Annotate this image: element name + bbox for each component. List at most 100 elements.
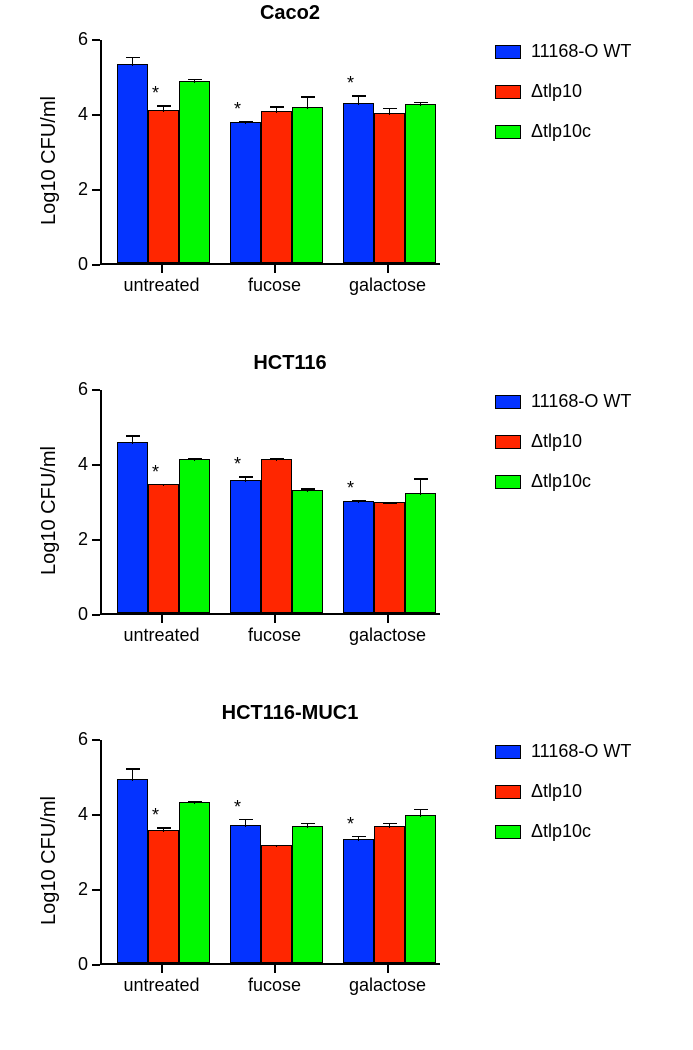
- error-bar-cap: [352, 836, 366, 838]
- x-tick-label: untreated: [112, 275, 212, 296]
- bar: [148, 830, 179, 963]
- y-tick: [92, 264, 100, 266]
- x-tick-label: galactose: [338, 275, 438, 296]
- error-bar-cap: [383, 502, 397, 504]
- plot-area: ***: [100, 740, 440, 965]
- significance-marker: *: [345, 814, 357, 835]
- legend-swatch: [495, 825, 521, 839]
- legend-swatch: [495, 785, 521, 799]
- x-tick-label: untreated: [112, 625, 212, 646]
- bar: [292, 490, 323, 613]
- x-tick: [274, 965, 276, 973]
- y-tick-label: 0: [60, 604, 88, 625]
- plot-area: ***: [100, 40, 440, 265]
- error-bar-cap: [126, 57, 140, 59]
- y-tick-label: 6: [60, 379, 88, 400]
- x-tick: [387, 265, 389, 273]
- error-bar-cap: [270, 106, 284, 108]
- x-tick: [161, 265, 163, 273]
- significance-marker: *: [150, 805, 162, 826]
- error-bar-cap: [157, 484, 171, 486]
- x-tick: [274, 615, 276, 623]
- bar: [405, 104, 436, 263]
- bar: [117, 779, 148, 963]
- y-tick-label: 2: [60, 179, 88, 200]
- x-tick-label: fucose: [225, 975, 325, 996]
- error-bar-cap: [301, 823, 315, 825]
- legend-swatch: [495, 45, 521, 59]
- bar: [343, 103, 374, 264]
- y-tick-label: 6: [60, 729, 88, 750]
- x-tick: [274, 265, 276, 273]
- x-tick-label: galactose: [338, 625, 438, 646]
- bar: [117, 64, 148, 263]
- y-axis-label: Log10 CFU/ml: [38, 796, 61, 925]
- bar: [292, 826, 323, 963]
- error-bar-cap: [126, 435, 140, 437]
- panel-2: HCT116-MUC1***0246Log10 CFU/mluntreatedf…: [0, 700, 693, 1030]
- figure-root: Caco2***0246Log10 CFU/mluntreatedfucoseg…: [0, 0, 693, 1050]
- error-bar-cap: [383, 823, 397, 825]
- y-tick: [92, 464, 100, 466]
- bar: [374, 502, 405, 613]
- bar: [230, 480, 261, 613]
- legend-swatch: [495, 745, 521, 759]
- bar: [179, 802, 210, 963]
- significance-marker: *: [345, 478, 357, 499]
- y-tick-label: 0: [60, 254, 88, 275]
- bar: [343, 501, 374, 613]
- y-tick-label: 4: [60, 454, 88, 475]
- error-bar-cap: [188, 458, 202, 460]
- error-bar-cap: [239, 121, 253, 123]
- y-tick-label: 6: [60, 29, 88, 50]
- x-tick: [161, 965, 163, 973]
- bar: [374, 826, 405, 963]
- error-bar-line: [420, 478, 422, 495]
- y-axis-label: Log10 CFU/ml: [38, 446, 61, 575]
- error-bar-cap: [126, 768, 140, 770]
- x-tick-label: galactose: [338, 975, 438, 996]
- legend-label: 11168-O WT: [531, 741, 631, 762]
- error-bar-cap: [414, 102, 428, 104]
- bar: [117, 442, 148, 613]
- y-tick: [92, 539, 100, 541]
- legend-swatch: [495, 475, 521, 489]
- legend-label: Δtlp10: [531, 431, 582, 452]
- legend-label: Δtlp10: [531, 781, 582, 802]
- significance-marker: *: [150, 83, 162, 104]
- error-bar-cap: [301, 96, 315, 98]
- y-tick-label: 4: [60, 104, 88, 125]
- error-bar-cap: [414, 478, 428, 480]
- y-tick: [92, 964, 100, 966]
- bar: [261, 459, 292, 613]
- x-tick: [387, 965, 389, 973]
- legend-swatch: [495, 125, 521, 139]
- legend-label: Δtlp10: [531, 81, 582, 102]
- legend-swatch: [495, 395, 521, 409]
- y-tick: [92, 39, 100, 41]
- y-tick: [92, 189, 100, 191]
- legend-label: Δtlp10c: [531, 121, 591, 142]
- x-tick: [387, 615, 389, 623]
- error-bar-cap: [157, 827, 171, 829]
- y-tick-label: 4: [60, 804, 88, 825]
- error-bar-cap: [270, 458, 284, 460]
- legend-swatch: [495, 435, 521, 449]
- error-bar-cap: [270, 845, 284, 847]
- bar: [374, 113, 405, 263]
- error-bar-cap: [188, 801, 202, 803]
- bar: [405, 815, 436, 963]
- x-tick-label: fucose: [225, 275, 325, 296]
- bar: [230, 122, 261, 263]
- legend-label: 11168-O WT: [531, 391, 631, 412]
- panel-title: Caco2: [190, 2, 390, 25]
- y-tick: [92, 739, 100, 741]
- error-bar-cap: [301, 488, 315, 490]
- panel-1: HCT116***0246Log10 CFU/mluntreatedfucose…: [0, 350, 693, 680]
- legend-swatch: [495, 85, 521, 99]
- y-tick-label: 0: [60, 954, 88, 975]
- y-tick-label: 2: [60, 529, 88, 550]
- y-tick: [92, 889, 100, 891]
- y-axis-label: Log10 CFU/ml: [38, 96, 61, 225]
- x-tick-label: untreated: [112, 975, 212, 996]
